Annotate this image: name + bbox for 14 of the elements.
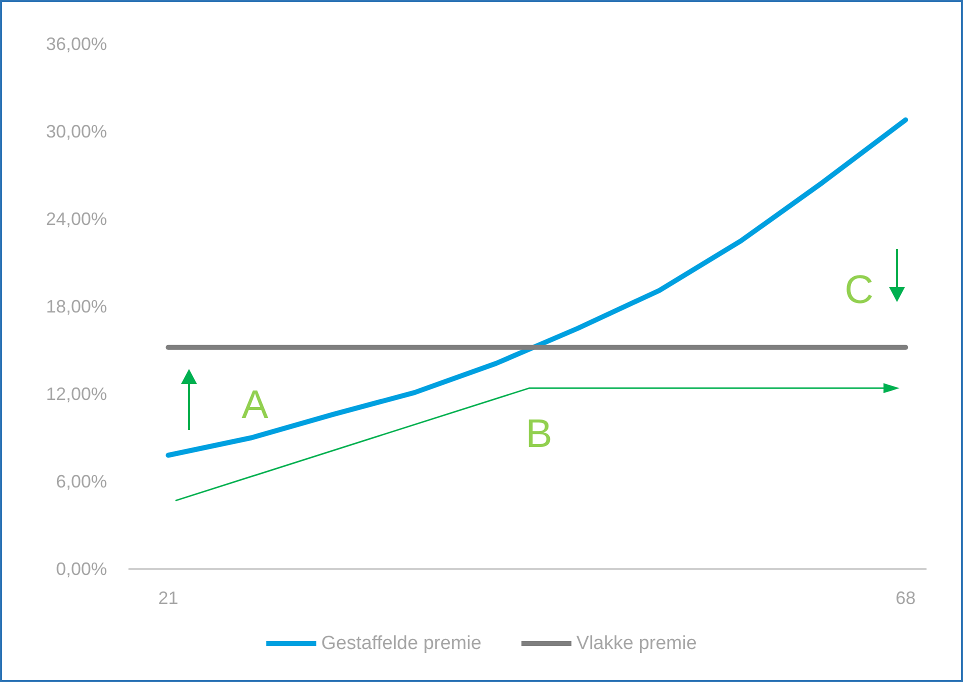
y-tick-label: 24,00% xyxy=(46,209,107,229)
y-tick-label: 12,00% xyxy=(46,384,107,404)
y-tick-label: 36,00% xyxy=(46,34,107,54)
legend-label: Vlakke premie xyxy=(576,633,697,654)
legend-label: Gestaffelde premie xyxy=(321,633,482,654)
y-tick-label: 30,00% xyxy=(46,122,107,142)
y-tick-label: 6,00% xyxy=(56,472,107,492)
annotation: C xyxy=(844,268,874,312)
y-tick-label: 0,00% xyxy=(56,559,107,579)
x-tick-label: 68 xyxy=(896,588,916,608)
annotation: B xyxy=(526,412,552,456)
y-tick-label: 18,00% xyxy=(46,296,107,316)
x-tick-label: 21 xyxy=(158,588,178,608)
annotation: A xyxy=(242,383,269,427)
